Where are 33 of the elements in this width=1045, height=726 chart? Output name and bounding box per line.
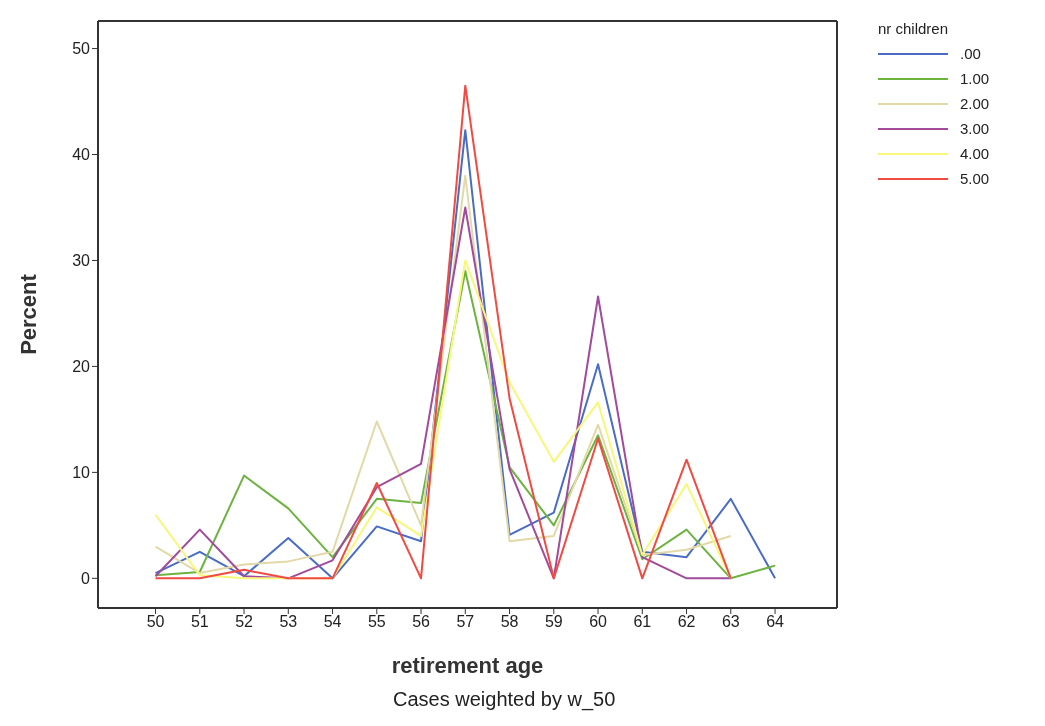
- x-tick-label: 59: [544, 613, 563, 631]
- x-tick-label: 50: [146, 613, 165, 631]
- x-tick-label: 54: [323, 613, 342, 631]
- x-axis-title: retirement age: [391, 653, 544, 678]
- line-series: [154, 84, 732, 580]
- y-tick-label: 50: [72, 40, 91, 58]
- x-tick-label: 53: [279, 613, 298, 631]
- x-tick-label: 56: [412, 613, 431, 631]
- y-tick-label: 30: [72, 252, 91, 270]
- x-tick-label: 52: [235, 613, 254, 631]
- y-axis-title: Percent: [15, 273, 41, 355]
- x-tick-label: 57: [456, 613, 475, 631]
- legend-label: 1.00: [960, 70, 990, 87]
- text: Cases weighted by w_50: [393, 688, 617, 711]
- legend-title: nr children: [878, 20, 950, 37]
- x-tick-label: 63: [721, 613, 740, 631]
- x-tick-label: 60: [589, 613, 608, 631]
- legend-label: 3.00: [960, 120, 990, 137]
- y-tick-label: 0: [81, 570, 91, 588]
- y-tick-label: 10: [72, 464, 91, 482]
- x-tick-label: 61: [633, 613, 652, 631]
- legend-label: 4.00: [960, 145, 990, 162]
- x-tick-label: 62: [677, 613, 696, 631]
- y-tick-label: 40: [72, 146, 91, 164]
- legend-label: 5.00: [960, 170, 990, 187]
- y-tick-label: 20: [72, 358, 91, 376]
- x-tick-label: 64: [766, 613, 785, 631]
- x-tick-label: 58: [500, 613, 519, 631]
- line-series: [154, 129, 777, 580]
- x-tick-label: 51: [190, 613, 209, 631]
- legend-label: .00: [960, 45, 981, 62]
- x-tick-label: 55: [367, 613, 386, 631]
- legend-label: 2.00: [960, 95, 990, 112]
